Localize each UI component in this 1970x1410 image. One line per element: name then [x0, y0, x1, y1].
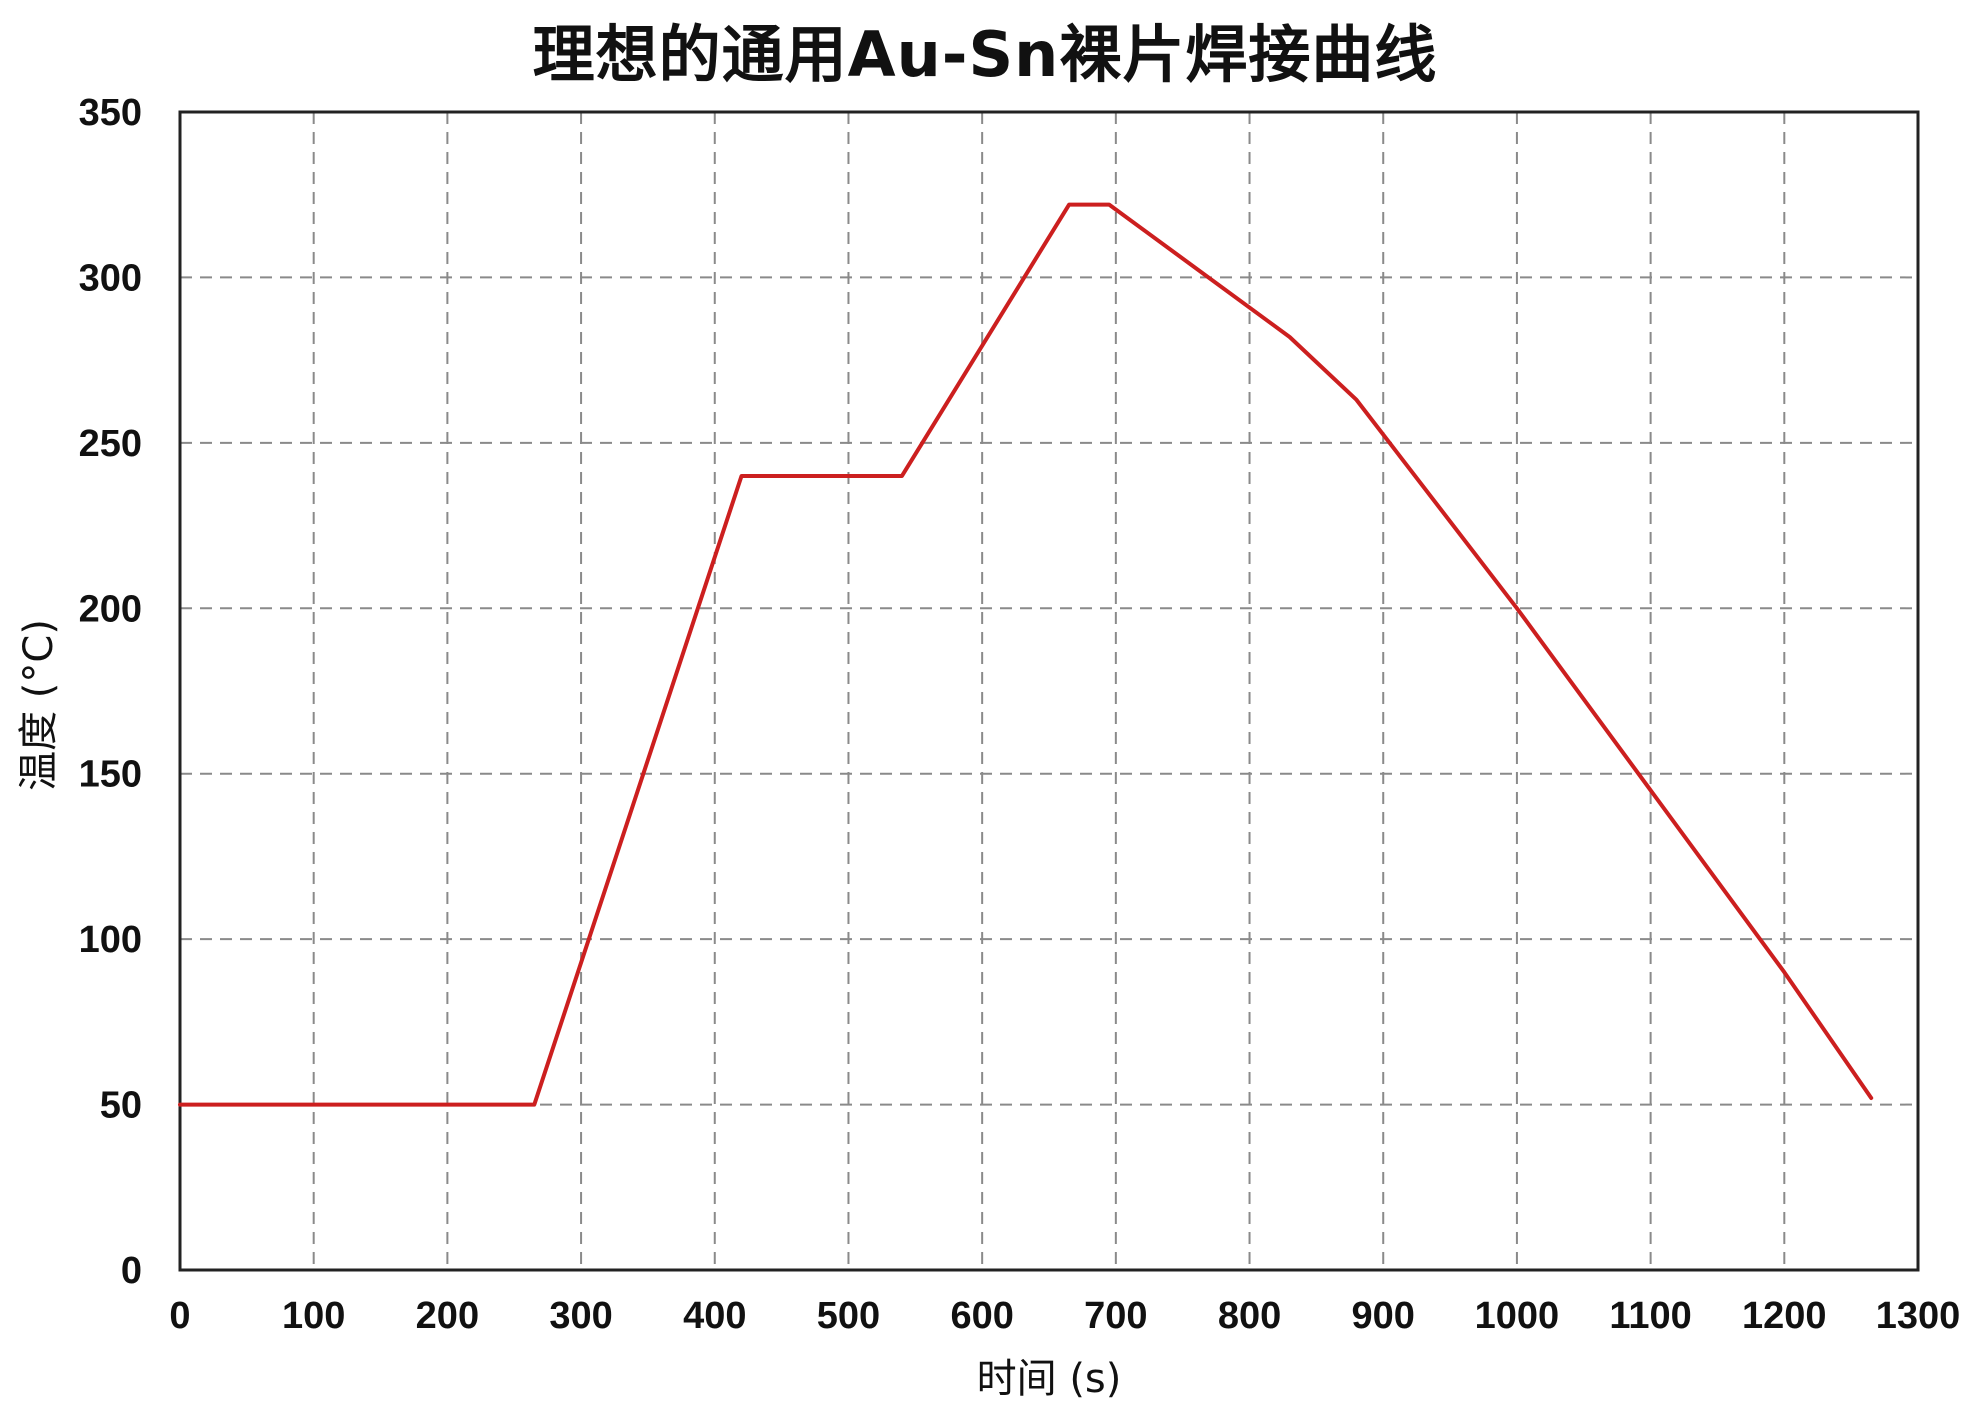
y-tick-label-350: 350: [79, 92, 142, 134]
y-tick-label-300: 300: [79, 257, 142, 299]
x-tick-label-300: 300: [549, 1295, 612, 1337]
x-tick-label-0: 0: [169, 1295, 190, 1337]
plot-frame: [178, 110, 1920, 1272]
y-tick-label-200: 200: [79, 588, 142, 630]
x-tick-label-1100: 1100: [1609, 1295, 1691, 1337]
x-tick-label-600: 600: [950, 1295, 1013, 1337]
x-tick-label-1300: 1300: [1876, 1295, 1961, 1337]
y-tick-label-100: 100: [79, 919, 142, 961]
tick-labels: 0 100 200 300 400 500 600 700 800 900 1000 1100 1200…: [79, 92, 1961, 1337]
y-tick-label-0: 0: [121, 1250, 142, 1292]
x-tick-label-700: 700: [1084, 1295, 1147, 1337]
x-tick-label-100: 100: [282, 1295, 345, 1337]
x-tick-label-500: 500: [817, 1295, 880, 1337]
y-tick-label-150: 150: [79, 754, 142, 796]
grid-layer: [180, 112, 1918, 1270]
series-layer: [178, 202, 1874, 1107]
x-tick-label-400: 400: [683, 1295, 746, 1337]
x-tick-label-1200: 1200: [1742, 1295, 1827, 1337]
series-line-0: [178, 202, 1874, 1107]
y-axis-label: 温度 (°C): [16, 619, 62, 791]
y-tick-label-50: 50: [100, 1085, 142, 1127]
x-tick-label-1000: 1000: [1475, 1295, 1560, 1337]
y-tick-label-250: 250: [79, 423, 142, 465]
x-tick-label-200: 200: [416, 1295, 479, 1337]
x-axis-label: 时间 (s): [977, 1356, 1122, 1402]
x-tick-label-900: 900: [1352, 1295, 1415, 1337]
x-tick-label-800: 800: [1218, 1295, 1281, 1337]
chart-title: 理想的通用Au-Sn裸片焊接曲线: [532, 18, 1438, 91]
